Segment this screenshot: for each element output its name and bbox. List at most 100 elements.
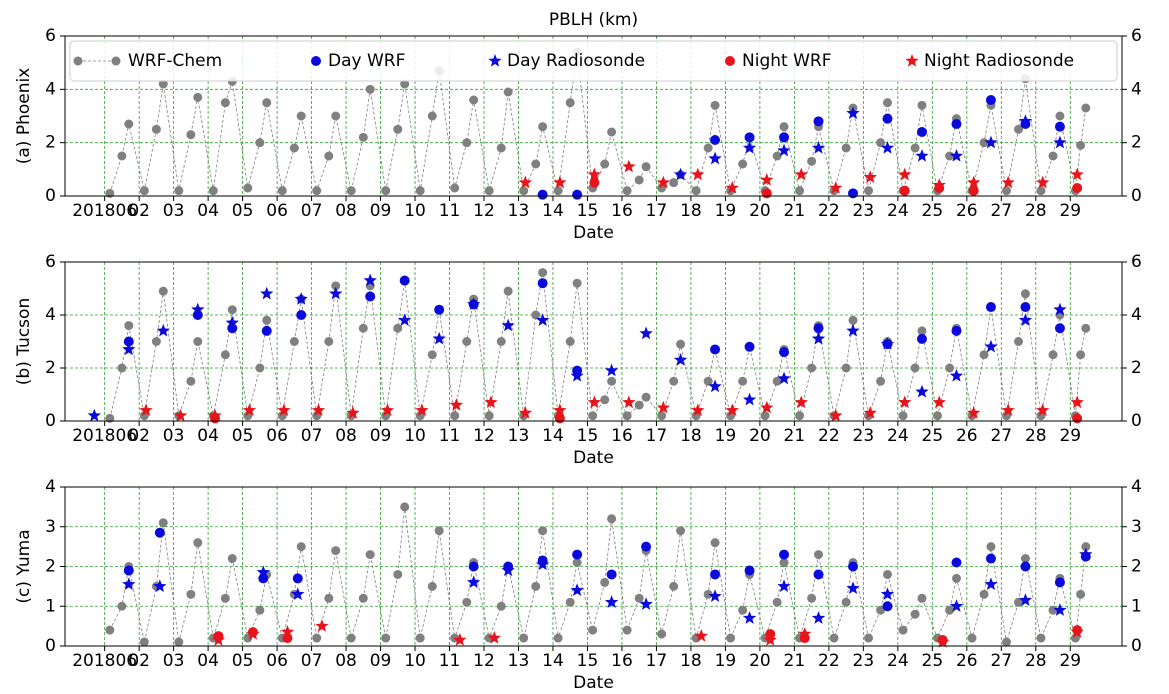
- circle-marker: [772, 151, 782, 161]
- circle-marker: [331, 111, 341, 121]
- circle-marker: [772, 597, 782, 607]
- circle-marker: [951, 325, 962, 336]
- circle-marker: [710, 100, 720, 110]
- star-marker: [811, 611, 826, 624]
- circle-marker: [220, 98, 230, 108]
- circle-marker: [916, 127, 927, 137]
- star-marker: [415, 403, 429, 417]
- circle-marker: [331, 281, 341, 291]
- circle-marker: [910, 363, 920, 373]
- star-marker: [208, 408, 222, 422]
- star-marker: [1018, 114, 1033, 127]
- circle-marker: [703, 376, 713, 386]
- star-marker: [708, 151, 722, 165]
- star-marker: [1036, 403, 1050, 417]
- circle-marker: [572, 189, 583, 200]
- circle-marker: [779, 549, 790, 560]
- circle-marker: [876, 376, 886, 386]
- circle-marker: [1001, 637, 1011, 647]
- x-tick-label: 03: [163, 426, 185, 446]
- star-marker: [984, 577, 998, 591]
- circle-marker: [606, 569, 617, 580]
- y-axis-label: (a) Phoenix: [14, 68, 34, 165]
- x-tick-label: 14: [542, 201, 564, 221]
- circle-marker: [434, 304, 445, 315]
- circle-marker: [415, 633, 425, 643]
- legend-marker: [311, 56, 321, 66]
- circle-marker: [496, 601, 506, 611]
- circle-marker: [262, 315, 272, 325]
- circle-marker: [565, 597, 575, 607]
- x-tick-label: 27: [990, 651, 1012, 671]
- circle-marker: [519, 186, 529, 196]
- circle-marker: [399, 275, 410, 286]
- circle-marker: [296, 542, 306, 552]
- y-tick-label: 2: [45, 133, 56, 153]
- x-tick-label: 29: [1059, 201, 1081, 221]
- legend-item: WRF-Chem: [73, 51, 222, 71]
- star-marker: [949, 368, 964, 382]
- circle-marker: [243, 183, 253, 193]
- circle-marker: [393, 569, 403, 579]
- star-marker: [122, 342, 136, 356]
- star-marker: [1001, 403, 1015, 417]
- circle-marker: [898, 411, 908, 421]
- circle-marker: [899, 185, 910, 196]
- circle-marker: [634, 175, 644, 185]
- star-marker: [587, 395, 602, 409]
- star-marker: [1053, 302, 1067, 316]
- circle-marker: [669, 376, 679, 386]
- circle-marker: [795, 411, 805, 421]
- circle-marker: [710, 135, 721, 145]
- circle-marker: [1072, 183, 1083, 193]
- star-marker: [467, 575, 481, 589]
- circle-marker: [312, 633, 322, 643]
- series-line: [109, 506, 1087, 643]
- x-tick-label: 26: [956, 201, 978, 221]
- x-tick-label: 18: [680, 651, 702, 671]
- star-marker: [798, 627, 812, 640]
- star-marker: [880, 141, 895, 154]
- circle-marker: [400, 79, 410, 89]
- circle-marker: [607, 127, 617, 137]
- star-marker: [260, 286, 274, 300]
- star-marker: [87, 408, 101, 422]
- star-marker: [1053, 135, 1067, 149]
- x-tick-label: 15: [577, 651, 599, 671]
- circle-marker: [538, 526, 548, 536]
- circle-marker: [917, 326, 927, 336]
- y-tick-label: 4: [45, 477, 56, 497]
- circle-marker: [462, 138, 472, 148]
- circle-marker: [531, 581, 541, 591]
- star-marker: [673, 167, 688, 181]
- x-tick-label: 22: [818, 201, 840, 221]
- legend-marker: [488, 54, 502, 67]
- circle-marker: [1081, 323, 1091, 333]
- y-tick-label: 4: [45, 305, 56, 325]
- circle-marker: [589, 177, 600, 188]
- star-marker: [291, 587, 305, 600]
- y-tick-label: 0: [45, 411, 56, 431]
- circle-marker: [882, 569, 892, 579]
- star-marker: [846, 106, 860, 119]
- star-marker: [432, 331, 446, 345]
- circle-marker: [346, 186, 356, 196]
- circle-marker: [1054, 121, 1065, 132]
- circle-marker: [572, 549, 583, 560]
- star-marker: [1018, 593, 1033, 606]
- circle-marker: [105, 625, 115, 635]
- circle-marker: [779, 132, 790, 143]
- y2-tick-label: 6: [1131, 252, 1142, 272]
- x-tick-label: 02: [128, 201, 150, 221]
- circle-marker: [985, 302, 996, 313]
- star-marker: [936, 635, 950, 648]
- x-tick-label: 11: [439, 426, 461, 446]
- circle-marker: [1036, 186, 1046, 196]
- legend-label: WRF-Chem: [128, 51, 222, 71]
- circle-marker: [738, 376, 748, 386]
- star-marker: [153, 579, 167, 593]
- star-marker: [467, 297, 481, 311]
- circle-marker: [158, 518, 168, 528]
- y-tick-label: 6: [45, 26, 56, 46]
- circle-marker: [1072, 413, 1083, 424]
